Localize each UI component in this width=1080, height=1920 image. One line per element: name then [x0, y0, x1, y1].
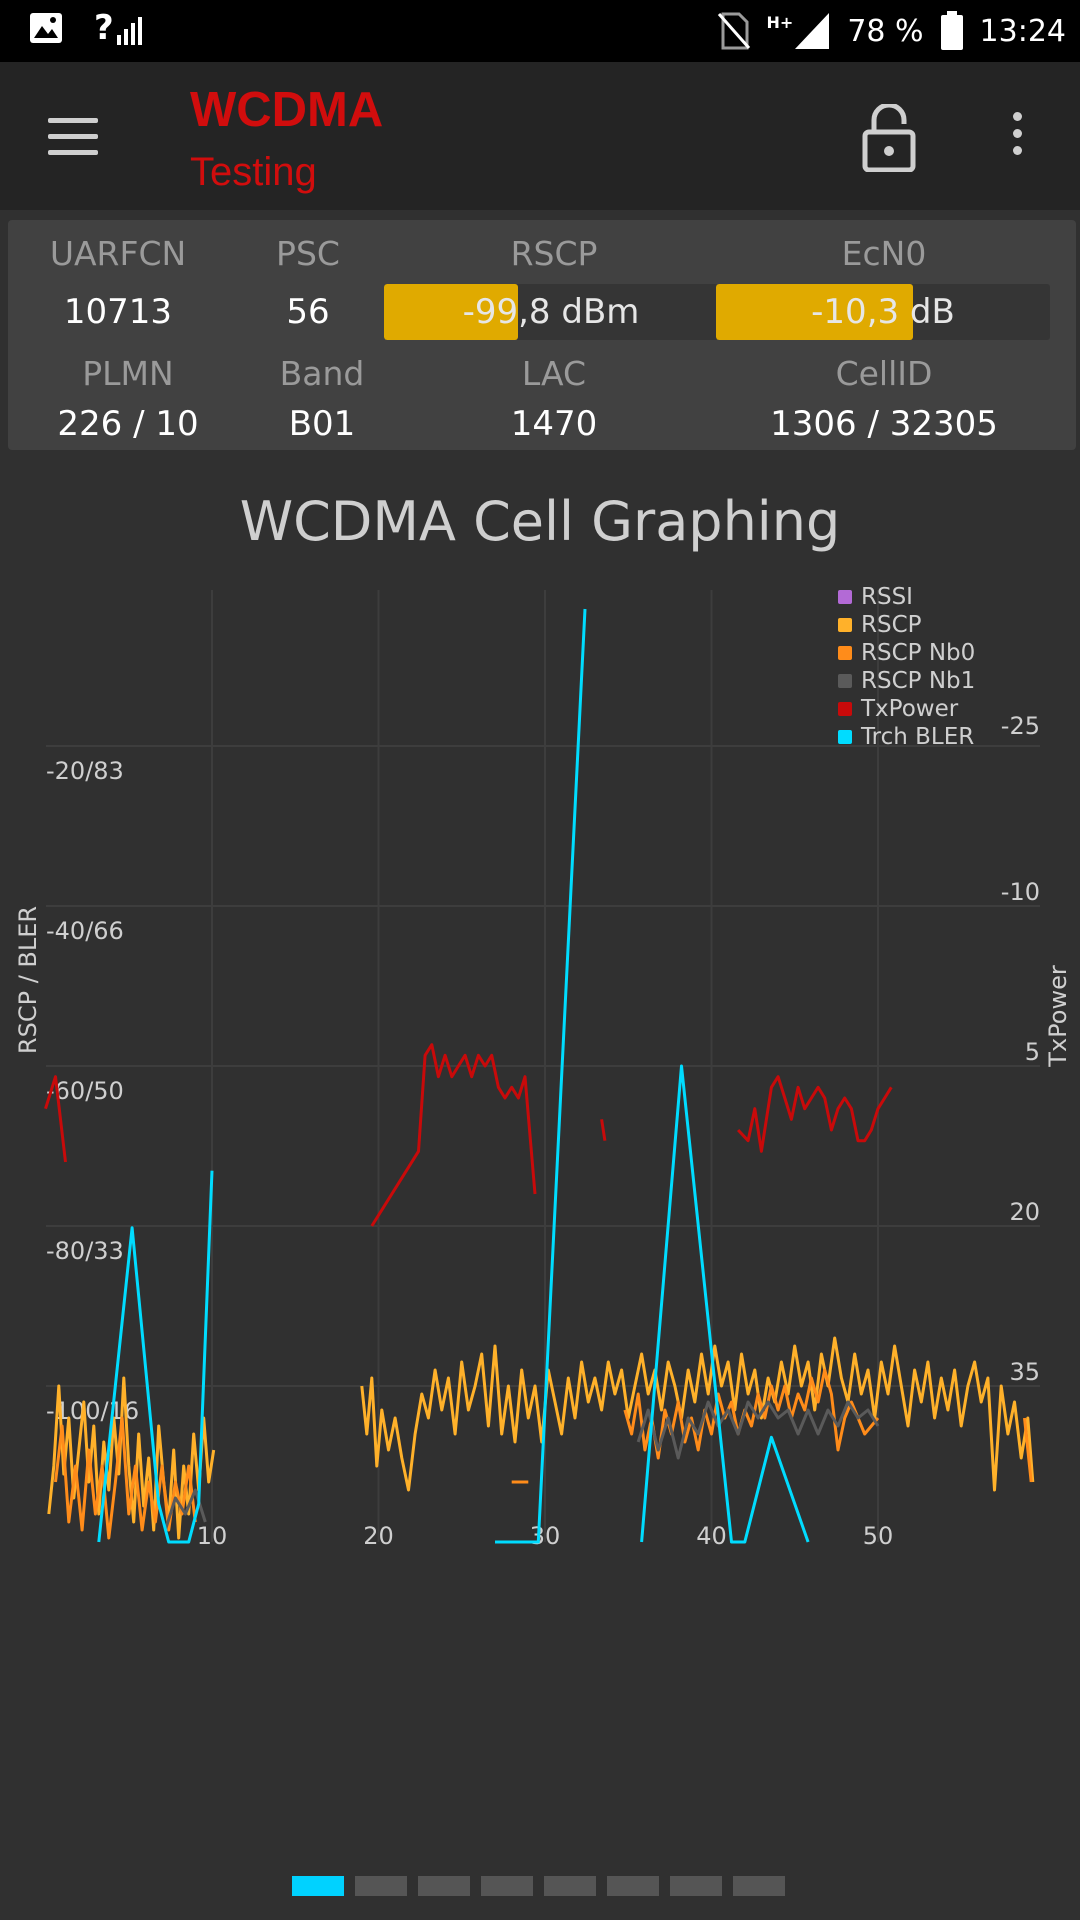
more-options-button[interactable]	[1004, 112, 1030, 162]
legend-label: TxPower	[860, 696, 959, 722]
cell-graph-chart[interactable]: -20/83-40/66-60/50-80/33-100/16-25-10520…	[0, 560, 1080, 1560]
legend-swatch	[838, 702, 852, 716]
clock: 13:24	[979, 13, 1066, 49]
more-vert-icon	[1012, 112, 1022, 121]
legend-swatch	[838, 618, 852, 632]
hamburger-icon	[48, 118, 98, 123]
battery-icon	[940, 11, 963, 50]
y-left-tick-label: -80/33	[46, 1237, 124, 1265]
no-sim-icon	[717, 12, 750, 50]
lac-value: 1470	[510, 404, 598, 444]
app-subtitle: Testing	[190, 150, 317, 194]
signal-label: ?	[94, 8, 114, 48]
page-dot[interactable]	[733, 1876, 785, 1896]
series-line-txpower	[370, 1043, 537, 1227]
x-tick-label: 30	[530, 1522, 561, 1550]
lock-open-icon	[862, 102, 916, 173]
rscp-value: -99,8 dBm	[462, 292, 640, 332]
cell-info-panel: UARFCN PSC RSCP EcN0 10713 56 -99,8 dBm …	[8, 220, 1076, 450]
app-bar: WCDMA Testing	[0, 62, 1080, 210]
y-right-tick-label: 5	[1025, 1038, 1040, 1066]
rscp-bar: -99,8 dBm	[384, 284, 718, 340]
page-dot[interactable]	[544, 1876, 596, 1896]
series-line-trch-bler	[640, 1064, 810, 1544]
y-right-tick-label: -25	[1001, 712, 1040, 740]
uarfcn-label: UARFCN	[49, 234, 187, 273]
psc-label: PSC	[276, 234, 340, 273]
page-dot[interactable]	[481, 1876, 533, 1896]
page-dot[interactable]	[607, 1876, 659, 1896]
series-line-rscp-nb0	[1023, 1417, 1033, 1483]
rscp-label: RSCP	[510, 234, 598, 273]
y-left-tick-label: -40/66	[46, 917, 124, 945]
cellid-label: CellID	[835, 354, 933, 393]
signal-icon	[116, 17, 142, 45]
ecn0-bar-fill	[716, 284, 914, 340]
app-title: WCDMA	[190, 83, 384, 137]
y-left-axis-title: RSCP / BLER	[14, 906, 42, 1054]
uarfcn-value: 10713	[63, 292, 173, 332]
page-dot[interactable]	[418, 1876, 470, 1896]
page-dot[interactable]	[292, 1876, 344, 1896]
status-bar: ? H+ 78 % 13:24	[0, 0, 1080, 62]
menu-button[interactable]	[48, 118, 98, 156]
legend-label: RSCP	[861, 612, 922, 638]
y-right-tick-label: 20	[1009, 1198, 1040, 1226]
y-right-tick-label: 35	[1009, 1358, 1040, 1386]
rscp-bar-fill	[384, 284, 518, 340]
legend-swatch	[838, 590, 852, 604]
y-left-tick-label: -20/83	[46, 757, 124, 785]
ecn0-value: -10,3 dB	[811, 292, 955, 332]
network-type: H+	[766, 13, 794, 32]
y-right-axis-title: TxPower	[1044, 965, 1072, 1068]
chart-title: WCDMA Cell Graphing	[239, 490, 841, 553]
series-line-txpower	[737, 1075, 893, 1153]
legend-swatch	[838, 646, 852, 660]
plmn-value: 226 / 10	[57, 404, 199, 444]
page-indicator	[292, 1876, 785, 1896]
ecn0-bar: -10,3 dB	[716, 284, 1050, 340]
legend-label: RSSI	[861, 584, 913, 610]
lock-button[interactable]	[862, 102, 916, 173]
legend-swatch	[838, 674, 852, 688]
plmn-label: PLMN	[82, 354, 174, 393]
series-line-rscp	[360, 1336, 1035, 1492]
battery-percent: 78 %	[847, 13, 924, 49]
x-tick-label: 10	[197, 1522, 228, 1550]
series-line-rscp-nb1	[636, 1400, 880, 1460]
x-tick-label: 50	[863, 1522, 894, 1550]
lac-label: LAC	[521, 354, 587, 393]
legend-swatch	[838, 730, 852, 744]
x-tick-label: 20	[363, 1522, 394, 1550]
series-line-trch-bler	[97, 1170, 214, 1544]
series-line-txpower	[44, 1075, 67, 1163]
signal-icon	[795, 13, 830, 49]
psc-value: 56	[286, 292, 330, 332]
band-value: B01	[288, 404, 356, 444]
x-tick-label: 40	[696, 1522, 727, 1550]
legend-label: RSCP Nb1	[861, 668, 975, 694]
ecn0-label: EcN0	[841, 234, 927, 273]
series-line-txpower	[600, 1119, 607, 1141]
series-line-trch-bler	[495, 608, 587, 1544]
page-dot[interactable]	[355, 1876, 407, 1896]
legend-label: Trch BLER	[860, 724, 974, 750]
cellid-value: 1306 / 32305	[770, 404, 998, 444]
y-right-tick-label: -10	[1001, 878, 1040, 906]
image-icon	[30, 13, 62, 43]
legend-label: RSCP Nb0	[861, 640, 975, 666]
band-label: Band	[279, 354, 365, 393]
page-dot[interactable]	[670, 1876, 722, 1896]
